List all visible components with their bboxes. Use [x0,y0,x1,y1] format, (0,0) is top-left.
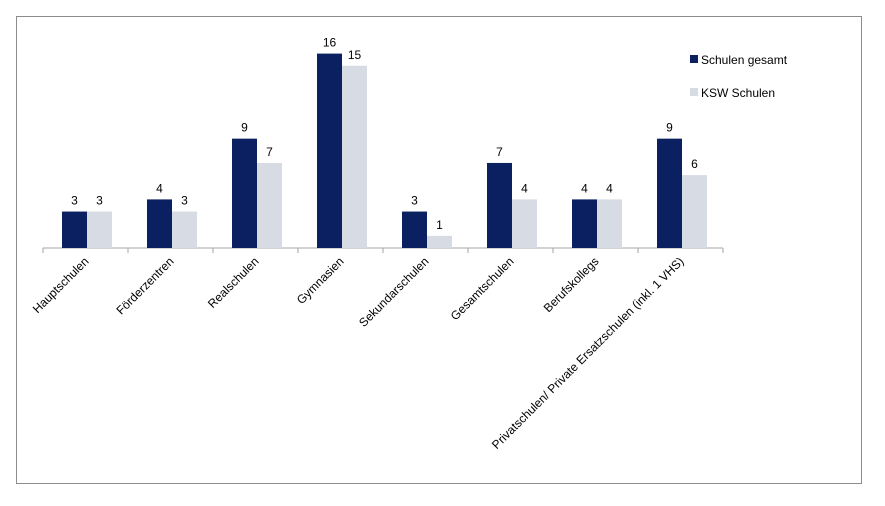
data-label: 7 [496,145,503,159]
category-label: Realschulen [205,254,262,311]
data-label: 3 [96,194,103,208]
bar-schulen-gesamt [572,199,597,248]
bar-schulen-gesamt [402,211,427,248]
bar-ksw-schulen [682,175,707,248]
data-label: 15 [348,48,362,62]
bar-ksw-schulen [512,199,537,248]
category-label: Gymnasien [294,254,347,307]
bar-ksw-schulen [87,211,112,248]
bar-ksw-schulen [257,162,282,248]
legend-swatch [690,88,698,96]
data-label: 16 [323,36,337,50]
category-label: Gesamtschulen [448,254,517,323]
data-label: 1 [436,218,443,232]
value-labels-group: 3 3 4 3 9 7 16 15 3 1 7 4 4 4 9 6 [71,36,698,232]
legend-label: KSW Schulen [701,86,775,100]
bar-ksw-schulen [597,199,622,248]
bar-schulen-gesamt [657,138,682,248]
bar-schulen-gesamt [487,162,512,248]
category-label: Berufskollegs [541,254,602,315]
bars-group [42,53,724,253]
bar-schulen-gesamt [147,199,172,248]
data-label: 4 [581,181,588,195]
bar-ksw-schulen [172,211,197,248]
legend: Schulen gesamt KSW Schulen [690,53,788,100]
category-labels-group: Hauptschulen Förderzentren Realschulen Gymn… [30,254,687,452]
data-label: 7 [266,145,273,159]
bar-ksw-schulen [427,235,452,248]
data-label: 3 [71,194,78,208]
category-label: Privatschulen/ Private Ersatzschulen (in… [489,254,687,452]
category-label: Förderzentren [113,254,176,317]
bar-schulen-gesamt [62,211,87,248]
category-label: Sekundarschulen [356,254,431,329]
data-label: 3 [181,194,188,208]
legend-swatch [690,55,698,63]
bar-schulen-gesamt [317,53,342,248]
data-label: 9 [241,121,248,135]
data-label: 3 [411,194,418,208]
data-label: 4 [606,181,613,195]
legend-label: Schulen gesamt [701,53,788,67]
bar-ksw-schulen [342,65,367,248]
data-label: 4 [156,181,163,195]
bar-schulen-gesamt [232,138,257,248]
data-label: 4 [521,181,528,195]
category-label: Hauptschulen [30,254,92,316]
chart-frame [16,16,862,484]
data-label: 6 [691,157,698,171]
data-label: 9 [666,121,673,135]
